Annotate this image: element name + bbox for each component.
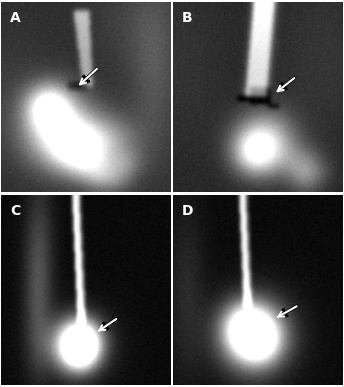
Text: A: A [10, 11, 21, 25]
Text: D: D [182, 204, 193, 218]
Text: B: B [182, 11, 192, 25]
Text: C: C [10, 204, 20, 218]
